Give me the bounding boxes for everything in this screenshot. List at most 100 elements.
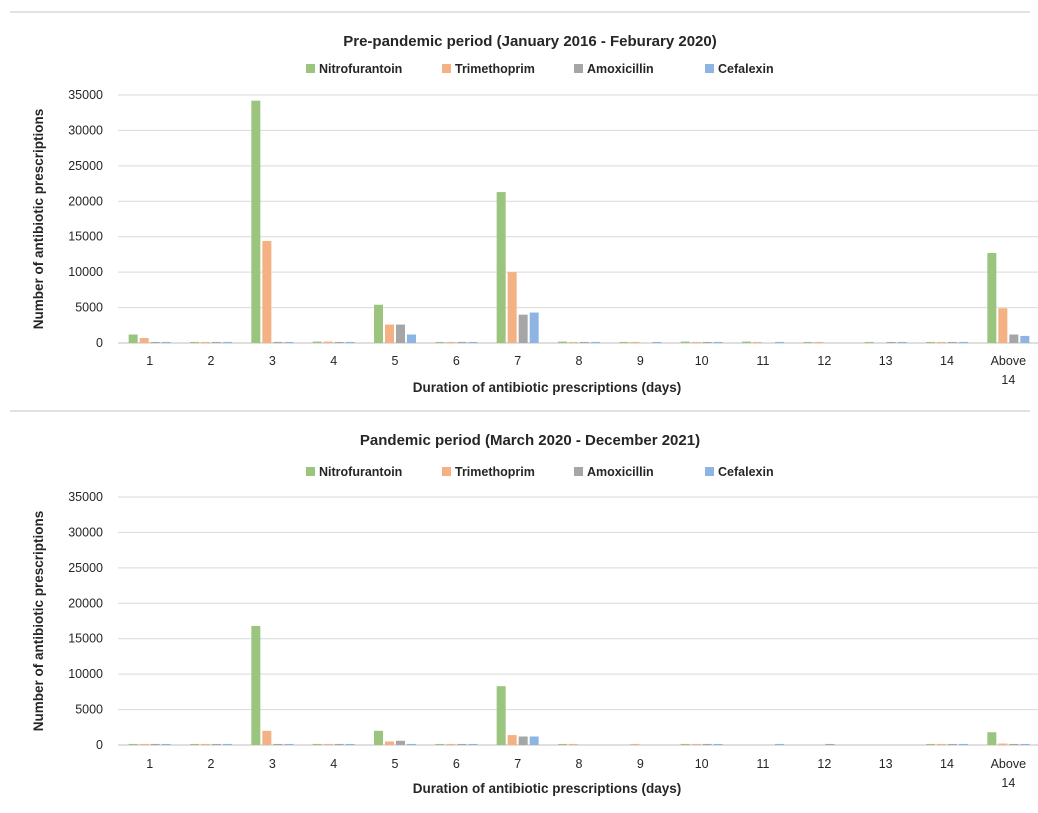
bar-cefalexin bbox=[713, 743, 723, 745]
y-tick-label: 5000 bbox=[75, 703, 103, 717]
y-tick-label: 0 bbox=[96, 738, 103, 752]
x-tick-label: 4 bbox=[330, 757, 337, 771]
x-tick-label: 6 bbox=[453, 757, 460, 771]
y-tick-label: 10000 bbox=[68, 265, 103, 279]
bar-nitrofurantoin bbox=[926, 341, 935, 343]
y-tick-label: 25000 bbox=[68, 561, 103, 575]
bar-cefalexin bbox=[223, 341, 232, 343]
bar-amoxicillin bbox=[886, 341, 896, 343]
x-tick-label: 1 bbox=[146, 757, 153, 771]
legend-swatch bbox=[705, 64, 714, 73]
y-axis-title: Number of antibiotic prescriptions bbox=[31, 511, 46, 732]
bar-trimethoprim bbox=[937, 743, 946, 745]
x-tick-label: 11 bbox=[757, 354, 770, 368]
bar-trimethoprim bbox=[998, 308, 1008, 343]
bar-trimethoprim bbox=[385, 324, 394, 343]
bar-cefalexin bbox=[591, 341, 600, 343]
bar-trimethoprim bbox=[691, 743, 701, 745]
x-tick-label: 14 bbox=[940, 354, 954, 368]
x-tick-label: 14 bbox=[1001, 373, 1015, 387]
bar-trimethoprim bbox=[569, 743, 578, 745]
x-tick-label: 12 bbox=[817, 354, 831, 368]
x-tick-label: 13 bbox=[879, 757, 893, 771]
x-tick-label: 10 bbox=[695, 757, 709, 771]
bar-trimethoprim bbox=[446, 341, 456, 343]
legend-entry: Amoxicillin bbox=[587, 62, 654, 76]
bar-trimethoprim bbox=[937, 341, 946, 343]
y-tick-label: 20000 bbox=[68, 596, 103, 610]
bar-amoxicillin bbox=[457, 341, 467, 343]
bar-amoxicillin bbox=[518, 314, 528, 343]
x-tick-label: Above bbox=[991, 757, 1026, 771]
y-tick-label: 35000 bbox=[68, 490, 103, 504]
bar-nitrofurantoin bbox=[251, 100, 261, 343]
chart-title: Pandemic period (March 2020 - December 2… bbox=[360, 432, 700, 449]
x-axis-title: Duration of antibiotic prescriptions (da… bbox=[413, 380, 682, 395]
x-tick-label: 7 bbox=[514, 354, 521, 368]
bar-cefalexin bbox=[407, 334, 416, 343]
bar-amoxicillin bbox=[212, 743, 221, 745]
bar-cefalexin bbox=[529, 312, 539, 343]
x-tick-label: 1 bbox=[146, 354, 153, 368]
bar-nitrofurantoin bbox=[435, 341, 445, 343]
x-tick-label: 11 bbox=[757, 757, 770, 771]
bar-trimethoprim bbox=[201, 341, 210, 343]
bar-amoxicillin bbox=[396, 324, 405, 343]
bar-cefalexin bbox=[468, 743, 478, 745]
x-axis-title: Duration of antibiotic prescriptions (da… bbox=[413, 781, 682, 796]
x-tick-label: 4 bbox=[330, 354, 337, 368]
bar-trimethoprim bbox=[814, 341, 824, 343]
bar-cefalexin bbox=[284, 743, 294, 745]
bar-nitrofurantoin bbox=[558, 341, 567, 343]
bar-amoxicillin bbox=[334, 341, 344, 343]
legend-swatch bbox=[306, 64, 315, 73]
bar-trimethoprim bbox=[630, 341, 640, 343]
y-tick-label: 5000 bbox=[75, 301, 103, 315]
bar-cefalexin bbox=[223, 743, 232, 745]
bar-nitrofurantoin bbox=[435, 743, 445, 745]
bar-nitrofurantoin bbox=[864, 341, 874, 343]
bar-nitrofurantoin bbox=[374, 730, 383, 745]
bar-amoxicillin bbox=[702, 341, 712, 343]
bar-nitrofurantoin bbox=[742, 341, 751, 343]
x-tick-label: 8 bbox=[576, 757, 583, 771]
chart-title: Pre-pandemic period (January 2016 - Febu… bbox=[343, 33, 716, 50]
bar-nitrofurantoin bbox=[803, 341, 813, 343]
bar-nitrofurantoin bbox=[558, 743, 567, 745]
bar-trimethoprim bbox=[262, 240, 272, 343]
legend-entry: Nitrofurantoin bbox=[319, 62, 402, 76]
x-tick-label: 8 bbox=[576, 354, 583, 368]
bar-cefalexin bbox=[529, 736, 539, 745]
bar-trimethoprim bbox=[385, 741, 394, 745]
bar-nitrofurantoin bbox=[496, 192, 506, 343]
legend-swatch bbox=[306, 467, 315, 476]
bar-amoxicillin bbox=[580, 341, 589, 343]
bar-amoxicillin bbox=[825, 743, 835, 745]
bar-nitrofurantoin bbox=[619, 341, 629, 343]
bar-nitrofurantoin bbox=[312, 743, 322, 745]
bar-trimethoprim bbox=[262, 730, 272, 745]
bar-trimethoprim bbox=[446, 743, 456, 745]
bar-cefalexin bbox=[959, 743, 968, 745]
bar-trimethoprim bbox=[691, 341, 701, 343]
bar-amoxicillin bbox=[1009, 334, 1019, 343]
legend-swatch bbox=[442, 467, 451, 476]
legend-entry: Cefalexin bbox=[718, 62, 774, 76]
bar-nitrofurantoin bbox=[926, 743, 935, 745]
legend-entry: Trimethoprim bbox=[455, 62, 535, 76]
y-tick-label: 15000 bbox=[68, 230, 103, 244]
bar-amoxicillin bbox=[150, 341, 160, 343]
y-tick-label: 20000 bbox=[68, 194, 103, 208]
legend-entry: Trimethoprim bbox=[455, 465, 535, 479]
x-tick-label: 3 bbox=[269, 354, 276, 368]
x-tick-label: 2 bbox=[208, 757, 215, 771]
bar-nitrofurantoin bbox=[312, 341, 322, 343]
bar-cefalexin bbox=[775, 341, 784, 343]
bar-amoxicillin bbox=[457, 743, 467, 745]
bar-amoxicillin bbox=[273, 341, 283, 343]
bar-nitrofurantoin bbox=[987, 732, 997, 745]
bar-cefalexin bbox=[345, 341, 355, 343]
legend-swatch bbox=[705, 467, 714, 476]
bar-nitrofurantoin bbox=[680, 743, 690, 745]
